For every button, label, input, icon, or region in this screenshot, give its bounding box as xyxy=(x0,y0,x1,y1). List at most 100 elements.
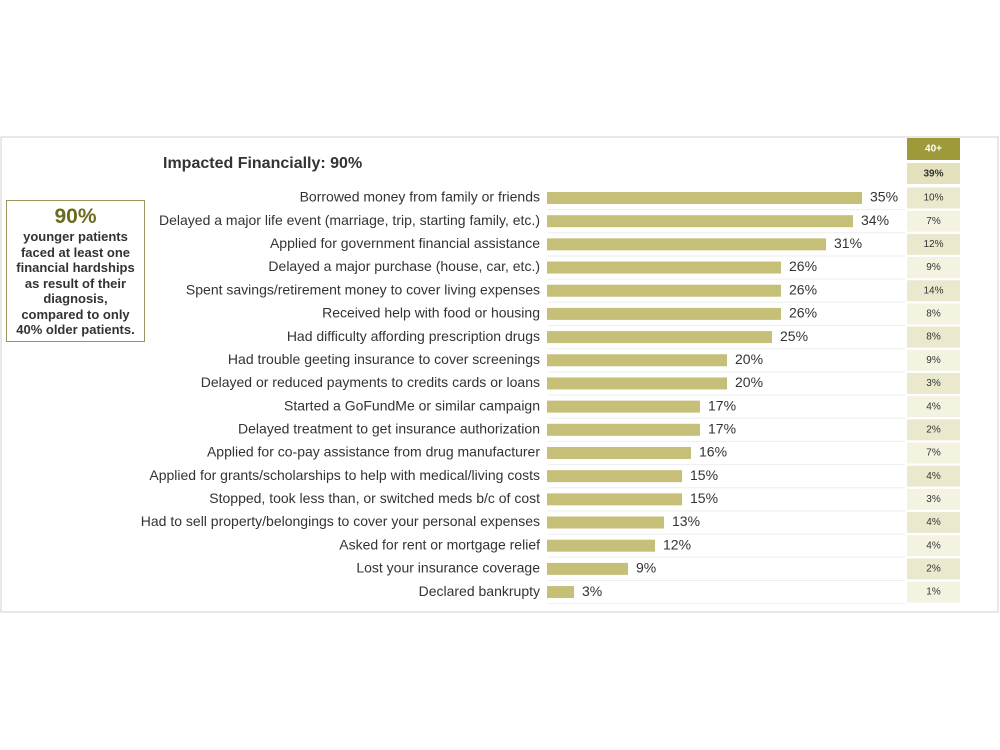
value-label: 12% xyxy=(663,536,691,552)
comparison-cell xyxy=(907,558,960,580)
category-label: Received help with food or housing xyxy=(322,305,540,321)
value-label: 15% xyxy=(690,467,718,483)
comparison-value: 2% xyxy=(926,424,941,435)
comparison-cell xyxy=(907,535,960,557)
comparison-cell xyxy=(907,257,960,279)
category-label: Had to sell property/belongings to cover… xyxy=(141,513,540,529)
comparison-value: 7% xyxy=(926,216,941,227)
category-label: Delayed treatment to get insurance autho… xyxy=(238,421,540,437)
value-label: 9% xyxy=(636,560,656,576)
comparison-cell xyxy=(907,442,960,464)
bar xyxy=(547,238,826,251)
bar xyxy=(547,215,853,228)
comparison-header-cell xyxy=(907,138,960,160)
callout: 90% younger patients faced at least one … xyxy=(6,200,145,342)
category-label: Applied for grants/scholarships to help … xyxy=(149,467,540,483)
comparison-cell xyxy=(907,349,960,371)
comparison-value: 3% xyxy=(926,494,941,505)
value-label: 26% xyxy=(789,258,817,274)
bar xyxy=(547,331,772,344)
comparison-value: 8% xyxy=(926,309,941,320)
category-label: Spent savings/retirement money to cover … xyxy=(186,281,540,297)
value-label: 26% xyxy=(789,281,817,297)
comparison-cell xyxy=(907,280,960,302)
category-label: Had difficulty affording prescription dr… xyxy=(287,328,540,344)
bar xyxy=(547,446,691,459)
value-label: 13% xyxy=(672,513,700,529)
comparison-value: 10% xyxy=(923,193,943,204)
value-label: 25% xyxy=(780,328,808,344)
comparison-value: 9% xyxy=(926,355,941,366)
comparison-cell xyxy=(907,419,960,441)
comparison-cell xyxy=(907,326,960,348)
bar xyxy=(547,377,727,390)
category-label: Had trouble geeting insurance to cover s… xyxy=(228,351,540,367)
callout-text: younger patients faced at least one fina… xyxy=(16,229,135,337)
bar xyxy=(547,400,700,413)
value-label: 16% xyxy=(699,444,727,460)
comparison-value: 12% xyxy=(923,239,943,250)
comparison-cell xyxy=(907,187,960,209)
comparison-value: 4% xyxy=(926,471,941,482)
category-label: Delayed a major purchase (house, car, et… xyxy=(268,258,540,274)
comparison-value: 8% xyxy=(926,332,941,343)
comparison-cell xyxy=(907,233,960,255)
value-label: 3% xyxy=(582,583,602,599)
comparison-value: 9% xyxy=(926,262,941,273)
category-label: Declared bankrupty xyxy=(419,583,540,599)
value-label: 35% xyxy=(870,189,898,205)
callout-value: 90% xyxy=(54,205,97,228)
category-label: Started a GoFundMe or similar campaign xyxy=(284,397,540,413)
category-label: Delayed a major life event (marriage, tr… xyxy=(159,212,540,228)
category-label: Stopped, took less than, or switched med… xyxy=(209,490,540,506)
comparison-cell xyxy=(907,396,960,418)
comparison-value: 4% xyxy=(926,401,941,412)
chart-title: Impacted Financially: 90% xyxy=(163,155,362,172)
comparison-total-cell xyxy=(907,163,960,184)
comparison-cell xyxy=(907,372,960,394)
value-label: 15% xyxy=(690,490,718,506)
comparison-value: 4% xyxy=(926,540,941,551)
category-label: Asked for rent or mortgage relief xyxy=(339,536,540,552)
comparison-value: 1% xyxy=(926,587,941,598)
comparison-cell xyxy=(907,465,960,487)
comparison-value: 14% xyxy=(923,285,943,296)
bar xyxy=(547,470,682,483)
bar xyxy=(547,586,574,599)
bar xyxy=(547,562,628,575)
category-label: Delayed or reduced payments to credits c… xyxy=(201,374,540,390)
comparison-cell xyxy=(907,581,960,603)
frame xyxy=(0,136,999,613)
value-label: 20% xyxy=(735,351,763,367)
comparison-cell xyxy=(907,303,960,325)
value-label: 17% xyxy=(708,421,736,437)
bar xyxy=(547,261,781,274)
bar xyxy=(547,192,862,204)
value-label: 34% xyxy=(861,212,889,228)
bar xyxy=(547,354,727,367)
comparison-cell xyxy=(907,488,960,510)
bar xyxy=(547,516,664,529)
value-label: 31% xyxy=(834,235,862,251)
comparison-value: 4% xyxy=(926,517,941,528)
category-label: Applied for co-pay assistance from drug … xyxy=(207,444,540,460)
comparison-cell xyxy=(907,210,960,232)
comparison-cell xyxy=(907,512,960,534)
bar xyxy=(547,307,781,320)
category-label: Borrowed money from family or friends xyxy=(300,189,540,205)
category-label: Applied for government financial assista… xyxy=(270,235,540,251)
category-label: Lost your insurance coverage xyxy=(356,560,540,576)
bar xyxy=(547,493,682,506)
value-label: 20% xyxy=(735,374,763,390)
value-label: 17% xyxy=(708,397,736,413)
comparison-value: 3% xyxy=(926,378,941,389)
bar xyxy=(547,539,655,552)
comparison-header: 40+ xyxy=(925,144,942,155)
comparison-value: 2% xyxy=(926,564,941,575)
comparison-value: 7% xyxy=(926,448,941,459)
comparison-total: 39% xyxy=(923,169,943,180)
value-label: 26% xyxy=(789,305,817,321)
bar xyxy=(547,423,700,436)
